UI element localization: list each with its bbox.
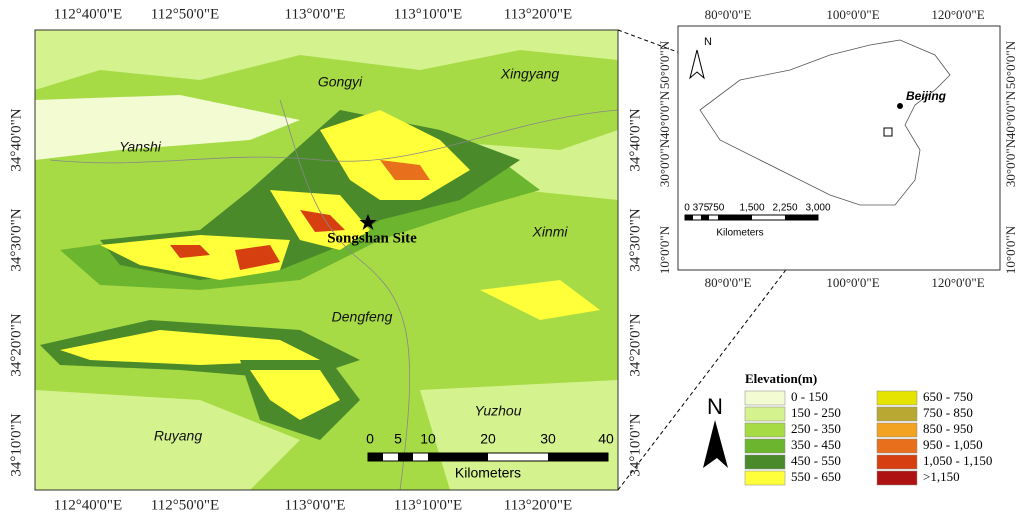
- place-label: Yanshi: [119, 139, 162, 155]
- legend-label: 0 - 150: [791, 389, 828, 404]
- scale-tick: 40: [598, 431, 614, 447]
- legend-swatch: [876, 454, 918, 470]
- inset-scale-tick: 3,000: [805, 203, 830, 214]
- lat-label: 34°30'0"N: [627, 208, 643, 271]
- lon-label: 113°20'0"E: [504, 497, 572, 513]
- map-frame: [34, 29, 619, 491]
- legend-swatch: [876, 390, 918, 406]
- legend-label: 1,050 - 1,150: [923, 453, 992, 468]
- inset-lat-label: 30°0'0"N: [657, 138, 672, 187]
- inset-lon-label: 100°0'0"E: [826, 7, 879, 22]
- inset-lon-label: 120°0'0"E: [931, 275, 984, 290]
- legend-swatch: [744, 390, 786, 406]
- lon-label: 113°0'0"E: [285, 6, 346, 22]
- legend-swatch: [876, 406, 918, 422]
- legend-label: 550 - 650: [791, 469, 841, 484]
- inset-scale-tick: 750: [708, 203, 725, 214]
- inset-lat-label: 30°0'0"N: [1003, 138, 1018, 187]
- place-label: Xinmi: [531, 224, 568, 240]
- inset-scale-tick: 2,250: [772, 203, 797, 214]
- lon-label: 112°50'0"E: [151, 497, 219, 513]
- inset-frame: [677, 25, 1001, 271]
- inset-lat-label: 10°0'0"N: [657, 225, 672, 274]
- inset-lat-label: 40°0'0"N: [1003, 90, 1018, 139]
- lon-label: 113°20'0"E: [504, 6, 572, 22]
- lon-label: 112°40'0"E: [54, 497, 122, 513]
- legend-swatch: [744, 422, 786, 438]
- inset-north-arrow: [689, 49, 705, 80]
- legend-label: 450 - 550: [791, 453, 841, 468]
- lon-label: 112°50'0"E: [151, 6, 219, 22]
- inset-lon-label: 80°0'0"E: [705, 275, 752, 290]
- lat-label: 34°10'0"N: [627, 413, 643, 476]
- inset-scale-unit: Kilometers: [716, 228, 763, 239]
- legend-swatch: [744, 406, 786, 422]
- legend-label: 950 - 1,050: [923, 437, 983, 452]
- inset-lat-label: 50°0'0"N: [657, 40, 672, 89]
- legend-label: 750 - 850: [923, 405, 973, 420]
- scale-unit: Kilometers: [455, 465, 521, 481]
- site-star: [359, 214, 377, 230]
- city-label: Beijing: [906, 89, 947, 103]
- beijing-dot: [897, 103, 903, 109]
- place-label: Xingyang: [500, 66, 560, 82]
- terrain: [35, 30, 618, 490]
- lat-label: 34°30'0"N: [8, 208, 24, 271]
- legend-swatch: [744, 438, 786, 454]
- lon-label: 112°40'0"E: [54, 6, 122, 22]
- north-label: N: [707, 394, 723, 419]
- legend-swatch: [876, 438, 918, 454]
- lat-label: 34°40'0"N: [627, 108, 643, 171]
- scale-tick: 10: [420, 431, 436, 447]
- study-area: [883, 127, 893, 137]
- inset-lat-label: 10°0'0"N: [1003, 225, 1018, 274]
- legend-label: 150 - 250: [791, 405, 841, 420]
- legend-label: 650 - 750: [923, 389, 973, 404]
- legend-label: >1,150: [923, 469, 960, 484]
- scale-tick: 30: [540, 431, 556, 447]
- site-label: Songshan Site: [327, 230, 417, 246]
- lat-label: 34°10'0"N: [8, 413, 24, 476]
- inset-lat-label: 40°0'0"N: [657, 90, 672, 139]
- inset-scale-tick: 375: [693, 203, 710, 214]
- inset-scale-tick: 1,500: [739, 203, 764, 214]
- scale-tick: 0: [366, 431, 374, 447]
- lon-label: 113°0'0"E: [285, 497, 346, 513]
- lat-label: 34°20'0"N: [8, 313, 24, 376]
- place-label: Gongyi: [318, 74, 363, 90]
- legend-label: 850 - 950: [923, 421, 973, 436]
- north-arrow: [703, 420, 728, 468]
- scale-tick: 20: [480, 431, 496, 447]
- place-label: Yuzhou: [475, 403, 522, 419]
- inset-scale-bar: [684, 214, 819, 221]
- legend-swatch: [744, 470, 786, 486]
- legend-label: 350 - 450: [791, 437, 841, 452]
- main-scale-bar: [367, 452, 609, 462]
- scale-tick: 5: [394, 431, 402, 447]
- legend-label: 250 - 350: [791, 421, 841, 436]
- legend-swatch: [876, 470, 918, 486]
- legend-title: Elevation(m): [745, 371, 817, 386]
- inset-north-label: N: [704, 36, 712, 48]
- lat-label: 34°40'0"N: [8, 108, 24, 171]
- inset-scale-tick: 0: [684, 203, 690, 214]
- inset-lon-label: 80°0'0"E: [705, 7, 752, 22]
- legend-swatch: [876, 422, 918, 438]
- china-outline: [699, 39, 951, 206]
- lon-label: 113°10'0"E: [394, 6, 462, 22]
- place-label: Dengfeng: [332, 309, 393, 325]
- lon-label: 113°10'0"E: [394, 497, 462, 513]
- inset-lon-label: 100°0'0"E: [826, 275, 879, 290]
- legend-swatch: [744, 454, 786, 470]
- inset-lon-label: 120°0'0"E: [931, 7, 984, 22]
- place-label: Ruyang: [154, 428, 202, 444]
- lat-label: 34°20'0"N: [627, 313, 643, 376]
- inset-lat-label: 50°0'0"N: [1003, 40, 1018, 89]
